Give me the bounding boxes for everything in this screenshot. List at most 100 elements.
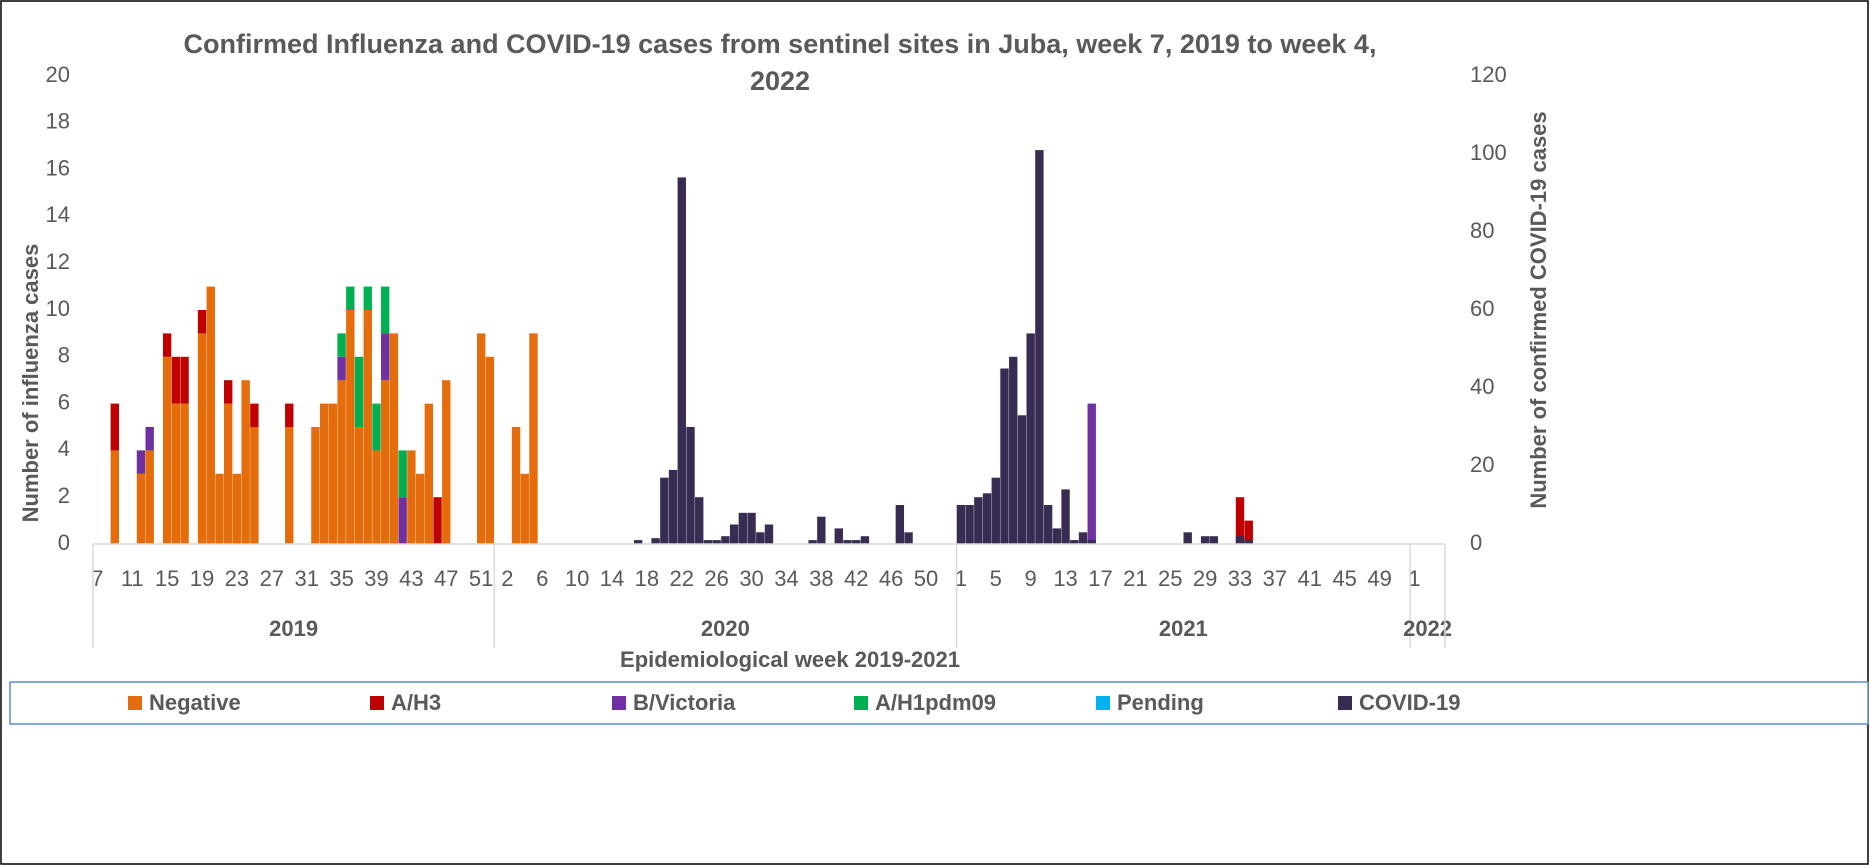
covid-bar: [974, 497, 983, 544]
x-tick-label: 39: [364, 566, 388, 591]
legend-label: A/H3: [391, 690, 441, 715]
influenza-bar: [354, 356, 364, 427]
influenza-bar: [328, 403, 338, 544]
covid-bar: [1026, 333, 1035, 544]
influenza-bar: [415, 473, 425, 544]
influenza-bar: [110, 450, 119, 544]
covid-bar: [852, 540, 861, 544]
influenza-bar: [476, 333, 486, 544]
x-tick-label: 30: [739, 566, 763, 591]
covid-bar: [956, 505, 966, 544]
y-tick-label: 4: [58, 436, 70, 461]
influenza-bar: [424, 403, 434, 544]
legend-box: [9, 681, 1869, 725]
covid-bar: [1200, 536, 1210, 544]
covid-bar: [843, 540, 852, 544]
x-tick-label: 37: [1263, 566, 1287, 591]
chart-title: Confirmed Influenza and COVID-19 cases f…: [183, 29, 1377, 96]
covid-bar: [965, 505, 974, 544]
covid-bar: [677, 177, 686, 544]
covid-bar: [1183, 532, 1192, 544]
covid-bar: [729, 524, 739, 544]
influenza-bar: [381, 380, 390, 544]
covid-bar: [695, 497, 704, 544]
y2-axis-title: Number of confirmed COVID-19 cases: [1526, 111, 1551, 508]
covid-bar: [721, 536, 730, 544]
x-tick-label: 10: [565, 566, 589, 591]
x-tick-label: 31: [294, 566, 318, 591]
x-tick-label: 33: [1228, 566, 1252, 591]
covid-bar: [991, 477, 1000, 544]
influenza-bar: [215, 473, 224, 544]
influenza-bar: [224, 403, 233, 544]
legend-swatch: [854, 696, 868, 710]
legend-label: Pending: [1117, 690, 1204, 715]
x-tick-label: 46: [879, 566, 903, 591]
covid-bar: [756, 532, 765, 544]
covid-bar: [1078, 532, 1088, 544]
x-tick-label: 51: [469, 566, 493, 591]
x-group-label: 2020: [701, 616, 750, 641]
legend-label: A/H1pdm09: [875, 690, 996, 715]
y-tick-label: 6: [58, 389, 70, 414]
influenza-bar: [162, 333, 172, 357]
x-tick-label: 1: [955, 566, 967, 591]
y2-tick-label: 100: [1470, 140, 1507, 165]
x-axis-title: Epidemiological week 2019-2021: [620, 647, 960, 672]
y-axis-title: Number of influenza cases: [18, 244, 43, 523]
x-tick-label: 11: [121, 566, 144, 591]
covid-bar: [712, 540, 721, 544]
influenza-bar: [197, 333, 207, 544]
x-tick-label: 1: [1408, 566, 1420, 591]
x-tick-label: 42: [844, 566, 868, 591]
x-tick-label: 7: [91, 566, 103, 591]
influenza-bar: [398, 497, 407, 544]
influenza-bar: [311, 427, 320, 544]
x-group-label: 2021: [1159, 616, 1208, 641]
y-tick-label: 18: [46, 109, 70, 134]
y2-tick-label: 120: [1470, 62, 1507, 87]
legend-swatch: [1338, 696, 1352, 710]
influenza-bar: [346, 310, 355, 544]
covid-bar: [747, 512, 756, 544]
y-tick-label: 8: [58, 343, 70, 368]
covid-bar: [1235, 536, 1245, 544]
covid-bar: [1017, 415, 1027, 544]
influenza-bar: [337, 380, 346, 544]
y2-tick-label: 20: [1470, 452, 1494, 477]
y2-tick-label: 80: [1470, 218, 1494, 243]
covid-bar: [1061, 489, 1070, 544]
influenza-bar: [145, 427, 154, 451]
x-tick-label: 17: [1088, 566, 1112, 591]
covid-bar: [1000, 368, 1009, 544]
influenza-bar: [337, 333, 346, 357]
x-tick-label: 14: [600, 566, 624, 591]
x-tick-label: 15: [155, 566, 179, 591]
influenza-bar: [110, 403, 119, 451]
x-tick-label: 27: [260, 566, 284, 591]
y-tick-label: 20: [46, 62, 70, 87]
influenza-bar: [250, 427, 259, 544]
influenza-bar: [346, 286, 355, 310]
influenza-bar: [180, 403, 189, 544]
y2-tick-label: 40: [1470, 374, 1494, 399]
x-tick-label: 19: [190, 566, 214, 591]
covid-bar: [1009, 356, 1018, 544]
covid-bar: [817, 516, 826, 544]
influenza-bar: [241, 380, 250, 544]
influenza-bar: [354, 427, 364, 544]
covid-bar: [1043, 505, 1053, 544]
influenza-bar: [206, 286, 215, 544]
influenza-bar: [180, 356, 189, 404]
influenza-bar: [171, 356, 181, 404]
x-tick-label: 6: [536, 566, 548, 591]
influenza-bar: [1235, 497, 1245, 544]
covid-bar: [1070, 540, 1079, 544]
influenza-bar: [520, 473, 529, 544]
covid-bar: [1052, 528, 1062, 544]
influenza-bar: [381, 286, 390, 334]
influenza-bar: [407, 450, 416, 544]
covid-bar: [808, 540, 817, 544]
covid-bar: [982, 493, 992, 544]
